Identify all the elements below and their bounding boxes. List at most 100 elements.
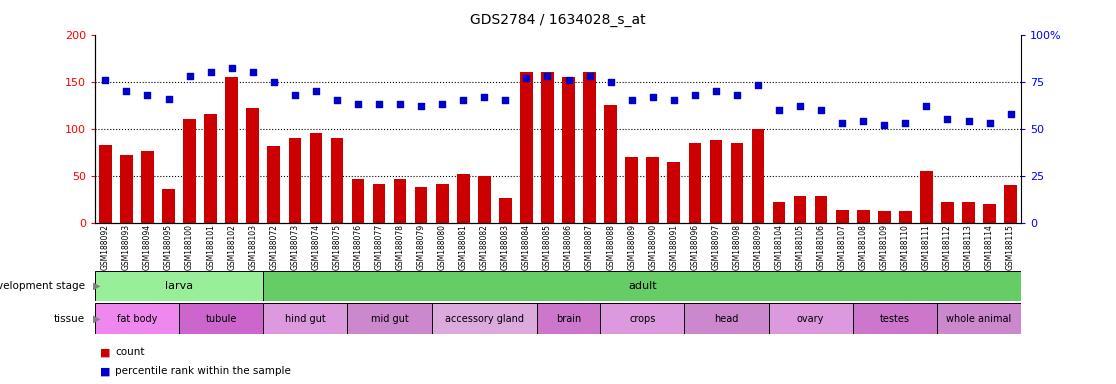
- Point: [307, 88, 325, 94]
- Point: [243, 69, 261, 75]
- Bar: [731, 143, 743, 223]
- Point: [749, 82, 767, 88]
- Point: [160, 96, 177, 102]
- Bar: [625, 157, 638, 223]
- Bar: [537, 303, 600, 334]
- Bar: [162, 189, 175, 223]
- Point: [834, 120, 852, 126]
- Point: [1002, 111, 1020, 117]
- Text: GDS2784 / 1634028_s_at: GDS2784 / 1634028_s_at: [470, 13, 646, 27]
- Point: [454, 98, 472, 104]
- Point: [770, 107, 788, 113]
- Point: [791, 103, 809, 109]
- Bar: [710, 140, 722, 223]
- Point: [728, 92, 745, 98]
- Bar: [520, 72, 532, 223]
- Bar: [141, 151, 154, 223]
- Bar: [836, 210, 848, 223]
- Text: brain: brain: [556, 314, 581, 324]
- Bar: [584, 72, 596, 223]
- Bar: [456, 174, 470, 223]
- Bar: [121, 155, 133, 223]
- Text: tissue: tissue: [54, 314, 85, 324]
- Bar: [373, 184, 385, 223]
- Bar: [815, 196, 827, 223]
- Point: [392, 101, 410, 107]
- Point: [559, 77, 577, 83]
- Text: accessory gland: accessory gland: [445, 314, 523, 324]
- Point: [286, 92, 304, 98]
- Bar: [769, 303, 853, 334]
- Text: mid gut: mid gut: [371, 314, 408, 324]
- Bar: [478, 176, 491, 223]
- Point: [855, 118, 873, 124]
- Text: head: head: [714, 314, 739, 324]
- Point: [202, 69, 220, 75]
- Text: percentile rank within the sample: percentile rank within the sample: [115, 366, 291, 376]
- Bar: [247, 108, 259, 223]
- Text: ▶: ▶: [93, 281, 100, 291]
- Text: testes: testes: [879, 314, 910, 324]
- Point: [497, 98, 514, 104]
- Bar: [99, 145, 112, 223]
- Bar: [899, 212, 912, 223]
- Bar: [962, 202, 975, 223]
- Point: [349, 101, 367, 107]
- Bar: [183, 119, 196, 223]
- Point: [96, 77, 114, 83]
- Bar: [263, 271, 1021, 301]
- Bar: [684, 303, 769, 334]
- Point: [875, 122, 893, 128]
- Point: [644, 94, 662, 100]
- Point: [264, 79, 282, 85]
- Point: [960, 118, 978, 124]
- Text: adult: adult: [628, 281, 656, 291]
- Point: [665, 98, 683, 104]
- Text: whole animal: whole animal: [946, 314, 1012, 324]
- Bar: [689, 143, 701, 223]
- Point: [580, 73, 598, 79]
- Bar: [347, 303, 432, 334]
- Bar: [667, 162, 680, 223]
- Text: development stage: development stage: [0, 281, 85, 291]
- Bar: [1004, 185, 1017, 223]
- Bar: [263, 303, 347, 334]
- Text: ovary: ovary: [797, 314, 825, 324]
- Point: [812, 107, 830, 113]
- Bar: [541, 72, 554, 223]
- Point: [412, 103, 430, 109]
- Text: fat body: fat body: [117, 314, 157, 324]
- Bar: [436, 184, 449, 223]
- Bar: [646, 157, 660, 223]
- Point: [223, 65, 241, 71]
- Bar: [415, 187, 427, 223]
- Point: [328, 98, 346, 104]
- Text: tubule: tubule: [205, 314, 237, 324]
- Bar: [179, 303, 263, 334]
- Point: [518, 75, 536, 81]
- Point: [602, 79, 619, 85]
- Bar: [562, 77, 575, 223]
- Point: [539, 73, 557, 79]
- Text: count: count: [115, 347, 144, 357]
- Text: larva: larva: [165, 281, 193, 291]
- Point: [917, 103, 935, 109]
- Text: crops: crops: [629, 314, 655, 324]
- Bar: [394, 179, 406, 223]
- Bar: [920, 171, 933, 223]
- Bar: [204, 114, 217, 223]
- Bar: [857, 210, 869, 223]
- Text: ▶: ▶: [93, 314, 100, 324]
- Bar: [289, 138, 301, 223]
- Point: [433, 101, 451, 107]
- Point: [117, 88, 135, 94]
- Bar: [95, 271, 263, 301]
- Bar: [330, 138, 344, 223]
- Text: ■: ■: [100, 347, 110, 357]
- Point: [623, 98, 641, 104]
- Point: [181, 73, 199, 79]
- Point: [475, 94, 493, 100]
- Bar: [225, 77, 238, 223]
- Bar: [352, 179, 364, 223]
- Bar: [605, 105, 617, 223]
